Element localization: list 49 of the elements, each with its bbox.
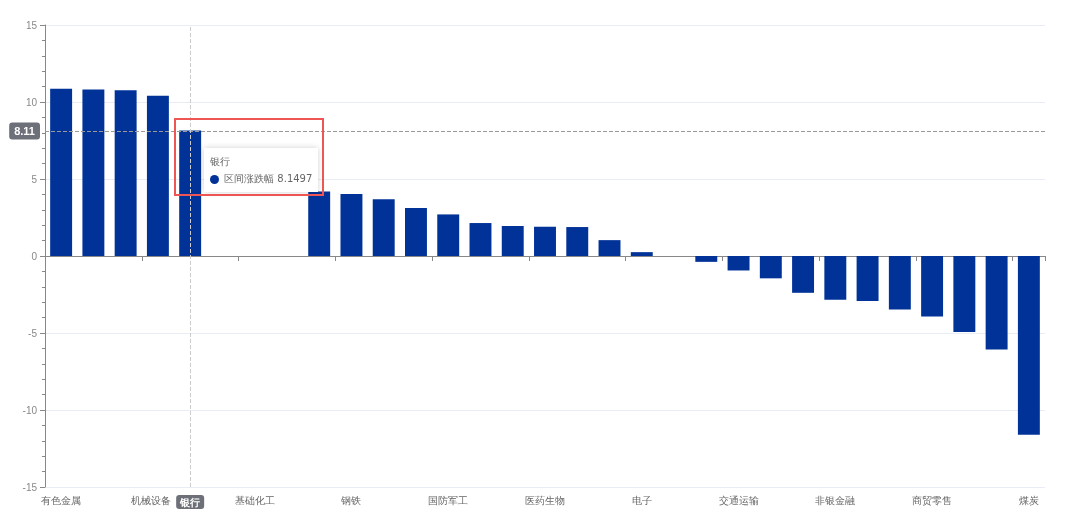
x-tick-label: 国防军工 [428, 494, 469, 506]
y-tick-label: -5 [28, 327, 38, 339]
y-tick-label: 0 [31, 250, 38, 262]
x-tick-label: 基础化工 [234, 494, 275, 506]
y-tick-label: 5 [31, 173, 38, 185]
bar [921, 256, 944, 317]
bar [953, 256, 976, 332]
y-tick-label: -10 [22, 404, 38, 416]
bar [792, 256, 815, 293]
x-tick-label: 医药生物 [525, 494, 565, 506]
bar [469, 223, 492, 256]
x-tick-label: 电子 [631, 494, 652, 506]
bar [695, 256, 718, 262]
y-tick-label: -15 [22, 481, 38, 493]
annotation: 区间涨跌幅 8.1497 [224, 173, 313, 185]
bar [630, 252, 653, 256]
x-tick-label: 煤炭 [1018, 494, 1039, 506]
bar [501, 226, 524, 256]
x-tick-label: 钢铁 [340, 494, 362, 506]
x-tick-label: 机械设备 [130, 494, 171, 506]
x-tick-label: 银行 [179, 496, 201, 508]
text: 银行 [210, 156, 231, 168]
bar [437, 214, 460, 256]
bar [598, 240, 621, 256]
bar [856, 256, 879, 301]
bar [82, 89, 105, 256]
y-tick-label: 10 [25, 96, 38, 108]
bar [146, 95, 169, 256]
bar [534, 226, 556, 256]
x-tick-label: 商贸零售 [912, 494, 953, 506]
bar [824, 256, 847, 300]
x-tick-label: 交通运输 [718, 494, 759, 506]
bar [727, 256, 750, 271]
bar [340, 193, 363, 256]
bar [759, 256, 782, 279]
bar [1017, 256, 1040, 435]
x-tick-label: 非银金融 [815, 494, 856, 506]
bar [114, 90, 137, 256]
bar [308, 191, 331, 256]
x-tick-label: 有色金属 [41, 494, 82, 506]
y-tick-label: 15 [25, 19, 38, 31]
bar [405, 208, 427, 256]
bar [888, 256, 911, 310]
bar [50, 88, 73, 256]
ref-line-label: 8.11 [14, 125, 35, 138]
bar [179, 130, 202, 256]
bar [566, 227, 589, 256]
bar [985, 256, 1008, 350]
bar [372, 199, 395, 256]
